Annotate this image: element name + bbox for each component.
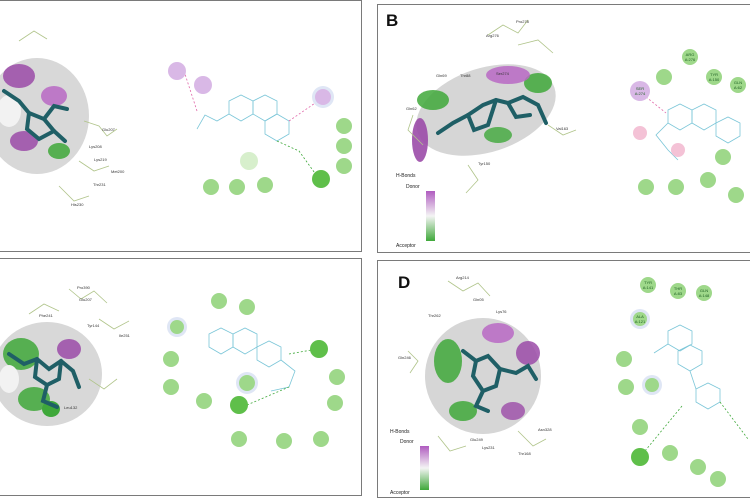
residue-label: Val163 bbox=[556, 126, 569, 131]
residue-node-label: THR bbox=[674, 286, 682, 291]
residue-node-label: ALA bbox=[636, 314, 644, 319]
residue-lines bbox=[18, 30, 118, 202]
residue-node-label: A:83 bbox=[674, 291, 683, 296]
residue-label: Pro278 bbox=[516, 19, 530, 24]
svg-text:Lys219: Lys219 bbox=[94, 157, 108, 162]
residue-node-label: A:62 bbox=[734, 85, 743, 90]
panel-d-figure: Arg214 Gln05 Lys76 Thr262 Gln246 Glu249 … bbox=[390, 275, 749, 496]
residue-label: Glu249 bbox=[470, 437, 484, 442]
residue-label: Gln69 bbox=[436, 73, 447, 78]
interaction-map-2d bbox=[639, 324, 749, 458]
residue-node-label: TYR bbox=[710, 72, 718, 77]
residue-nodes bbox=[163, 293, 345, 449]
svg-text:Met200: Met200 bbox=[111, 169, 125, 174]
svg-text:Pro390: Pro390 bbox=[77, 285, 91, 290]
legend-title: H-Bonds bbox=[396, 173, 416, 179]
residue-label: Ser274 bbox=[496, 71, 510, 76]
svg-text:His230: His230 bbox=[71, 202, 84, 207]
svg-text:Leu132: Leu132 bbox=[64, 405, 78, 410]
svg-text:Tyr144: Tyr144 bbox=[87, 323, 100, 328]
svg-text:Thr231: Thr231 bbox=[93, 182, 106, 187]
residue-label: Lys76 bbox=[496, 309, 507, 314]
binding-surface bbox=[416, 64, 556, 156]
svg-text:Glu207: Glu207 bbox=[79, 297, 93, 302]
residue-label: Lys231 bbox=[482, 445, 496, 450]
interaction-map-2d bbox=[645, 96, 741, 161]
svg-text:Ile251: Ile251 bbox=[119, 333, 131, 338]
residue-node-label: A:276 bbox=[685, 57, 696, 62]
residue-node-label: A:150 bbox=[709, 77, 720, 82]
residue-node-label: A:274 bbox=[635, 91, 646, 96]
panel-letter-d: D bbox=[398, 273, 411, 292]
residue-label: Tyr150 bbox=[478, 161, 491, 166]
interaction-map-2d bbox=[208, 327, 318, 406]
residue-node-label: GLN bbox=[700, 288, 708, 293]
residue-lines bbox=[407, 280, 547, 452]
svg-text:Glu207: Glu207 bbox=[102, 127, 116, 132]
legend-gradient-bar bbox=[426, 191, 435, 241]
residue-node-label: ARG bbox=[686, 52, 695, 57]
panel-a: Glu207 Lys208 Lys219 Met200 Thr231 His23… bbox=[0, 0, 362, 252]
panel-d: D Arg214 Gln05 Lys76 Thr262 Gln246 Glu24… bbox=[377, 260, 750, 498]
residue-label: Thr88 bbox=[460, 73, 471, 78]
residue-node-label: A:148 bbox=[699, 293, 710, 298]
panel-c: Pro390 Glu207 Phe241 Tyr144 Ile251 Leu13… bbox=[0, 258, 362, 496]
residue-node-label: TYR bbox=[644, 280, 652, 285]
legend-gradient-bar bbox=[420, 446, 429, 490]
legend-acceptor-label: Acceptor bbox=[390, 490, 410, 496]
ligand-sticks bbox=[7, 352, 81, 409]
ligand-sticks bbox=[461, 349, 538, 413]
residue-node-label: SER bbox=[636, 86, 644, 91]
residue-label: Thr262 bbox=[428, 313, 441, 318]
legend-donor-label: Donor bbox=[406, 184, 420, 190]
residue-label: Asn328 bbox=[538, 427, 552, 432]
residue-lines bbox=[28, 288, 130, 390]
ligand-sticks bbox=[436, 94, 548, 135]
svg-text:Lys208: Lys208 bbox=[89, 144, 103, 149]
residue-label: Gln05 bbox=[473, 297, 484, 302]
panel-c-figure: Pro390 Glu207 Phe241 Tyr144 Ile251 Leu13… bbox=[0, 285, 345, 449]
residue-nodes bbox=[168, 62, 352, 195]
residue-node-label: GLN bbox=[734, 80, 742, 85]
residue-lines bbox=[407, 19, 577, 194]
panel-b-figure: Arg276 Pro278 Gln69 Thr88 Gln62 Ser274 T… bbox=[396, 19, 746, 249]
legend-title: H-Bonds bbox=[390, 429, 410, 435]
residue-label: Arg214 bbox=[456, 275, 470, 280]
ligand-sticks bbox=[2, 89, 69, 143]
panel-letter-b: B bbox=[386, 11, 399, 30]
legend-acceptor-label: Acceptor bbox=[396, 243, 416, 249]
svg-text:Phe241: Phe241 bbox=[39, 313, 54, 318]
legend-donor-label: Donor bbox=[400, 439, 414, 445]
residue-label: Gln246 bbox=[398, 355, 412, 360]
residue-node-label: A:141 bbox=[643, 285, 654, 290]
residue-label: Gln62 bbox=[406, 106, 417, 111]
panel-b: B Arg276 Pro278 Gln69 Thr88 Gln62 Ser274… bbox=[377, 4, 750, 253]
residue-label: Arg276 bbox=[486, 33, 500, 38]
panel-a-figure: Glu207 Lys208 Lys219 Met200 Thr231 His23… bbox=[0, 30, 352, 207]
residue-label: Thr168 bbox=[518, 451, 531, 456]
residue-node-label: A:121 bbox=[635, 319, 646, 324]
